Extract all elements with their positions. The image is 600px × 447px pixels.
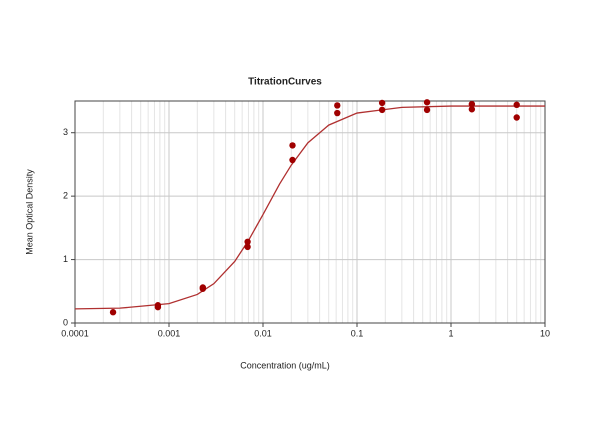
x-axis-label: Concentration (ug/mL) (240, 360, 330, 370)
x-tick-label: 10 (540, 328, 550, 338)
data-point (289, 142, 296, 149)
data-point (468, 106, 476, 113)
data-point (109, 309, 117, 316)
data-point (378, 106, 386, 114)
data-point (378, 99, 386, 107)
x-tick-label: 0.001 (158, 328, 181, 338)
x-tick-label: 0.0001 (61, 328, 89, 338)
data-point (423, 106, 431, 114)
y-axis-label: Mean Optical Density (24, 169, 34, 255)
data-point (244, 243, 251, 251)
chart-title: TitrationCurves (248, 77, 322, 88)
x-tick-label: 1 (448, 328, 453, 338)
data-point (154, 303, 162, 311)
y-tick-label: 3 (63, 127, 68, 137)
data-point (244, 238, 251, 246)
y-tick-label: 1 (63, 254, 68, 264)
plot-frame (74, 100, 546, 324)
data-point (513, 101, 520, 109)
x-tick-label: 0.1 (351, 328, 364, 338)
data-point (334, 109, 341, 117)
data-point (334, 102, 341, 109)
data-point (513, 114, 520, 121)
data-point (423, 99, 431, 106)
data-point (199, 285, 207, 292)
x-tick-label: 0.01 (254, 328, 272, 338)
data-point (289, 156, 296, 164)
data-point (468, 100, 476, 108)
y-tick-label: 0 (63, 317, 68, 327)
y-tick-label: 2 (63, 191, 68, 201)
fit-curve (74, 105, 545, 310)
